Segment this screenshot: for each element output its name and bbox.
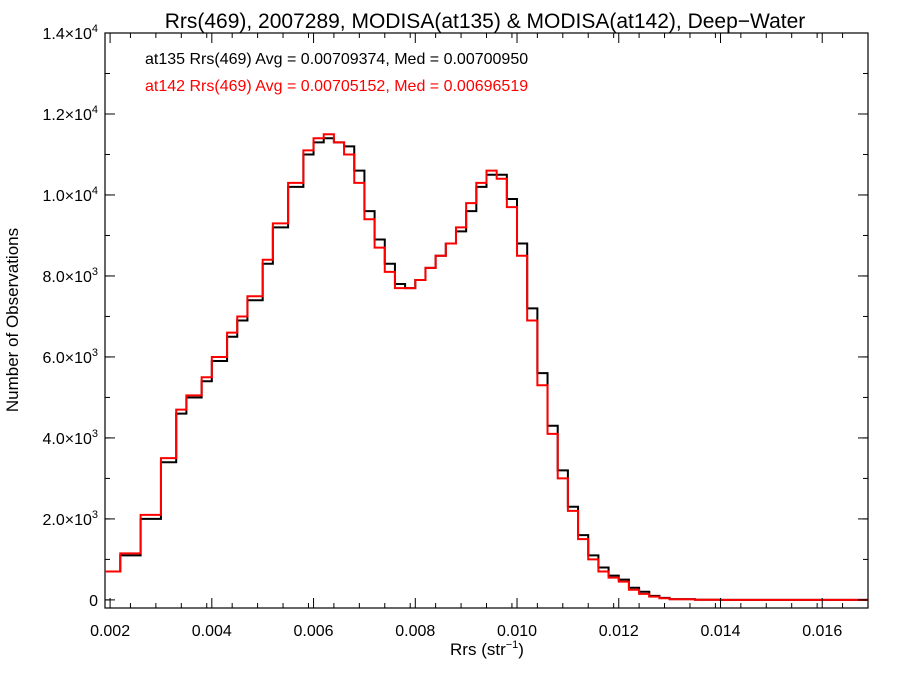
x-tick-label: 0.012 bbox=[599, 623, 639, 640]
x-tick-label: 0.002 bbox=[90, 623, 130, 640]
y-tick-mantissa: 1.0×10 bbox=[42, 188, 91, 205]
y-tick-mantissa: 2.0×10 bbox=[42, 512, 91, 529]
y-tick-mantissa: 8.0×10 bbox=[42, 269, 91, 286]
y-tick-label: 1.4×104 bbox=[42, 23, 98, 43]
chart-title: Rrs(469), 2007289, MODISA(at135) & MODIS… bbox=[165, 10, 806, 33]
y-tick-mantissa: 0 bbox=[89, 593, 98, 610]
series-line-at135 bbox=[105, 137, 868, 601]
x-tick-label: 0.010 bbox=[497, 623, 537, 640]
x-tick-label: 0.006 bbox=[294, 623, 334, 640]
y-tick-exponent: 3 bbox=[92, 266, 98, 278]
series-line-at142 bbox=[105, 133, 868, 601]
y-tick-label: 8.0×103 bbox=[42, 266, 98, 286]
plot-area bbox=[104, 32, 869, 609]
legend-entry-at135: at135 Rrs(469) Avg = 0.00709374, Med = 0… bbox=[145, 51, 528, 68]
x-axis-label-close: ) bbox=[518, 640, 524, 659]
x-axis-label-superscript: −1 bbox=[506, 639, 519, 651]
x-tick-label: 0.016 bbox=[802, 623, 842, 640]
y-tick-exponent: 4 bbox=[92, 104, 98, 116]
y-tick-mantissa: 1.4×10 bbox=[42, 26, 91, 43]
x-axis-label-text: Rrs (str bbox=[450, 640, 506, 659]
y-tick-exponent: 4 bbox=[92, 23, 98, 35]
x-tick-label: 0.004 bbox=[192, 623, 232, 640]
y-tick-exponent: 3 bbox=[92, 347, 98, 359]
y-tick-exponent: 3 bbox=[92, 509, 98, 521]
y-tick-exponent: 3 bbox=[92, 428, 98, 440]
y-tick-label: 4.0×103 bbox=[42, 428, 98, 448]
x-axis: 0.002 0.004 0.006 0.008 0.010 0.012 0.014 0.016 bbox=[90, 33, 869, 640]
y-axis-label: Number of Observations bbox=[3, 228, 22, 412]
plot-frame bbox=[104, 32, 869, 609]
legend-entry-at142: at142 Rrs(469) Avg = 0.00705152, Med = 0… bbox=[145, 78, 528, 95]
y-tick-label: 2.0×103 bbox=[42, 509, 98, 529]
y-tick-exponent: 4 bbox=[92, 185, 98, 197]
y-tick-mantissa: 6.0×10 bbox=[42, 350, 91, 367]
y-tick-label: 6.0×103 bbox=[42, 347, 98, 367]
y-tick-label: 1.2×104 bbox=[42, 104, 98, 124]
y-axis: 02.0×1034.0×1036.0×1038.0×1031.0×1041.2×… bbox=[42, 23, 868, 610]
y-tick-mantissa: 4.0×10 bbox=[42, 431, 91, 448]
x-tick-label: 0.008 bbox=[395, 623, 435, 640]
y-tick-mantissa: 1.2×10 bbox=[42, 107, 91, 124]
x-axis-label: Rrs (str−1) bbox=[450, 639, 524, 659]
y-tick-label: 1.0×104 bbox=[42, 185, 98, 205]
y-tick-label: 0 bbox=[89, 593, 98, 610]
x-tick-label: 0.014 bbox=[700, 623, 740, 640]
